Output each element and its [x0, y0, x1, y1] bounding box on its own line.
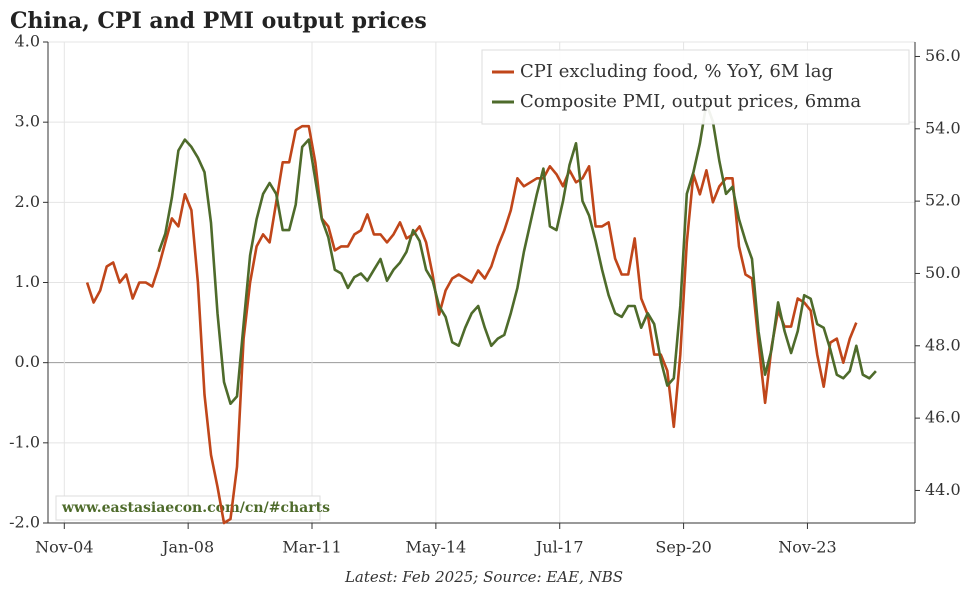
- x-tick-label: Jul-17: [534, 538, 584, 557]
- y2-tick-label: 56.0: [925, 46, 961, 65]
- y-tick-label: 4.0: [15, 32, 40, 51]
- y2-tick-label: 52.0: [925, 191, 961, 210]
- source-note: Latest: Feb 2025; Source: EAE, NBS: [344, 568, 623, 586]
- x-tick-label: Sep-20: [655, 538, 711, 557]
- legend-label: CPI excluding food, % YoY, 6M lag: [520, 61, 833, 82]
- legend-box: [481, 49, 910, 125]
- legend-label: Composite PMI, output prices, 6mma: [520, 91, 861, 112]
- series-line: [157, 102, 877, 405]
- chart-title: China, CPI and PMI output prices: [10, 8, 427, 34]
- y2-tick-label: 54.0: [925, 118, 961, 137]
- x-tick-label: Nov-23: [778, 538, 836, 557]
- watermark: www.eastasiaecon.com/cn/#charts: [61, 500, 330, 516]
- x-tick-label: Nov-04: [35, 538, 93, 557]
- x-tick-label: Jan-08: [160, 538, 214, 557]
- x-tick-label: Mar-11: [282, 538, 341, 557]
- y-tick-label: 0.0: [15, 352, 40, 371]
- y2-tick-label: 46.0: [925, 408, 961, 427]
- y-tick-label: 2.0: [15, 192, 40, 211]
- y2-tick-label: 44.0: [925, 480, 961, 499]
- series-line: [85, 124, 858, 525]
- x-tick-label: May-14: [406, 538, 467, 557]
- y2-tick-label: 48.0: [925, 335, 961, 354]
- y2-tick-label: 50.0: [925, 263, 961, 282]
- y-tick-label: -2.0: [9, 513, 40, 532]
- watermark-box: [55, 495, 321, 521]
- y-tick-label: 3.0: [15, 112, 40, 131]
- y-tick-label: -1.0: [9, 432, 40, 451]
- y-tick-label: 1.0: [15, 272, 40, 291]
